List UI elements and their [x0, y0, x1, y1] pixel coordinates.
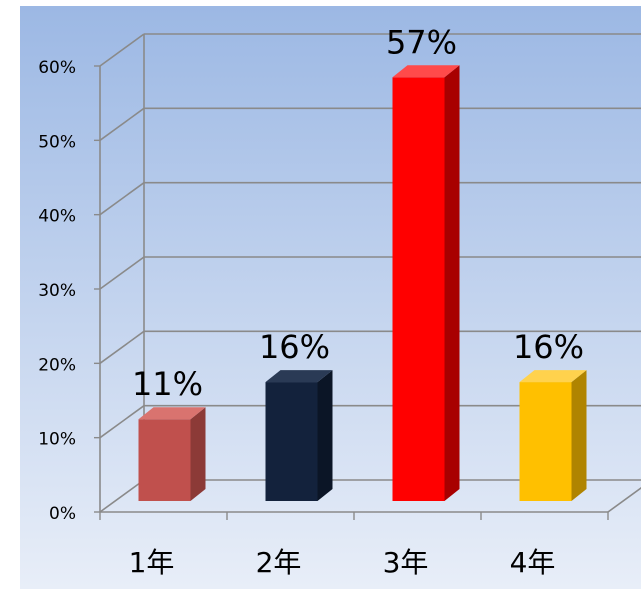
labels: 0% 10% 20% 30% 40% 50% 60% 11% 1年 16% 2年 57% 3年 16% 4年	[38, 23, 584, 579]
gridline-diagonal	[99, 182, 145, 216]
bar-top	[519, 370, 587, 383]
gridline-diagonal	[99, 479, 145, 513]
x-tick-label: 3年	[383, 546, 429, 579]
gridline-diagonal	[99, 107, 145, 141]
bar-front	[265, 382, 318, 501]
gridline-diagonal	[99, 33, 145, 67]
bar-top	[138, 407, 206, 420]
y-tick-label: 60%	[38, 58, 76, 78]
gridline-diagonal	[99, 405, 145, 439]
y-tick-label: 30%	[38, 281, 76, 301]
data-label: 16%	[513, 328, 584, 366]
bar-front	[138, 419, 191, 501]
bar-side	[444, 65, 460, 502]
floor-edge	[607, 487, 641, 513]
x-tick-label: 2年	[256, 546, 302, 579]
y-tick-label: 20%	[38, 355, 76, 375]
bar-side	[317, 370, 333, 501]
y-tick-label: 10%	[38, 430, 76, 450]
axes	[94, 65, 641, 520]
bar-top	[392, 65, 460, 78]
y-tick-label: 0%	[49, 504, 76, 524]
gridline-diagonal	[99, 256, 145, 290]
bar-side	[190, 407, 206, 501]
y-tick-label: 40%	[38, 207, 76, 227]
data-label: 57%	[386, 23, 457, 61]
x-tick-label: 1年	[129, 546, 175, 579]
bar-side	[571, 370, 587, 501]
y-tick-label: 50%	[38, 132, 76, 152]
bar-front	[392, 77, 445, 502]
data-label: 16%	[259, 328, 330, 366]
bar-top	[265, 370, 333, 383]
data-label: 11%	[132, 365, 203, 403]
bars	[138, 65, 587, 502]
bar-front	[519, 382, 572, 501]
gridline-diagonal	[99, 330, 145, 364]
x-tick-label: 4年	[510, 546, 556, 579]
